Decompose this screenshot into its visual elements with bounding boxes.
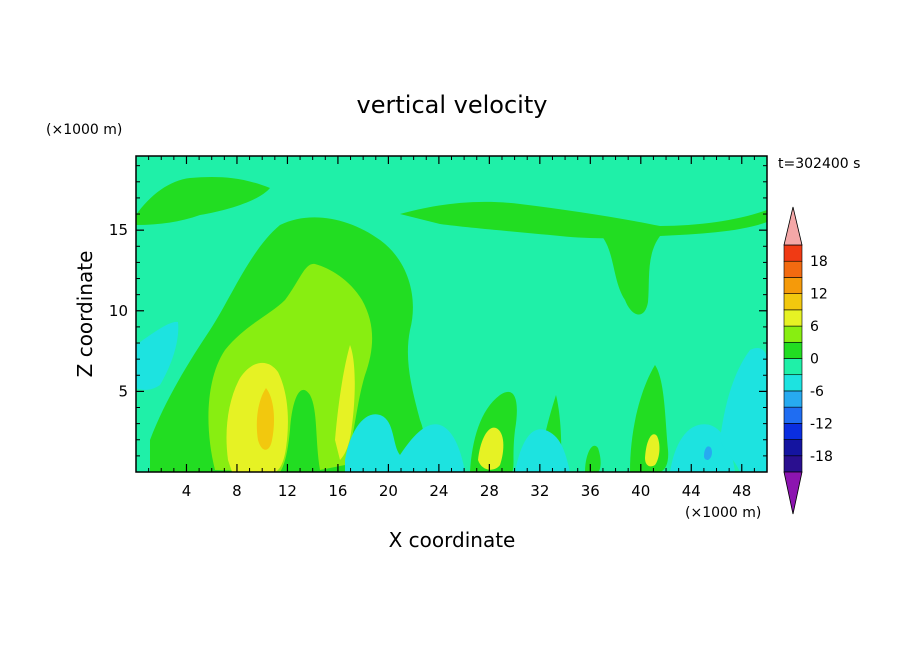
surface-cell-a <box>150 438 172 472</box>
y-axis-ticks: 5 10 15 <box>109 165 767 457</box>
x-tick-label: 24 <box>429 482 448 500</box>
upper-cloud-layer-mid <box>400 201 767 239</box>
x-tick-label: 8 <box>232 482 242 500</box>
colorbar-tick-label: -18 <box>810 449 833 465</box>
y-unit-label: (×1000 m) <box>46 122 122 138</box>
colorbar-segment <box>783 390 803 408</box>
y-tick-label: 15 <box>109 221 128 239</box>
downdraft-left <box>136 321 179 390</box>
colorbar-tick-label: 12 <box>810 287 828 303</box>
colorbar-tick-label: -6 <box>810 384 824 400</box>
x-tick-label: 16 <box>328 482 347 500</box>
colorbar-segment <box>783 244 803 262</box>
colorbar-segment <box>783 358 803 376</box>
colorbar-segment <box>783 325 803 343</box>
x-tick-label: 32 <box>530 482 549 500</box>
colorbar-segment <box>783 374 803 392</box>
upper-cloud-layer-left <box>136 177 270 225</box>
plot-area <box>136 156 767 472</box>
x-axis-label: X coordinate <box>389 528 516 552</box>
x-tick-label: 28 <box>480 482 499 500</box>
x-tick-label: 48 <box>732 482 751 500</box>
updraft-strand <box>335 345 355 460</box>
anvil-drip <box>600 234 660 315</box>
colorbar-segment <box>783 439 803 457</box>
x-axis-ticks: 4 8 12 16 20 24 28 32 36 40 44 48 <box>148 156 755 500</box>
colorbar-segment <box>783 277 803 294</box>
colorbar-segment <box>783 406 803 424</box>
y-axis-label: Z coordinate <box>73 251 97 378</box>
updraft-core-peak <box>256 388 274 450</box>
colorbar-tick-label: -12 <box>810 416 833 432</box>
downdraft-44km-core <box>704 446 712 460</box>
colorbar-segment <box>783 423 803 440</box>
colorbar-over-arrow <box>783 206 803 246</box>
downdraft-44km <box>670 424 735 472</box>
colorbar-segment <box>783 309 803 327</box>
x-tick-label: 12 <box>278 482 297 500</box>
colorbar-segment <box>783 260 803 278</box>
downdraft-33km <box>515 429 570 472</box>
downdraft-right <box>720 348 767 472</box>
x-unit-label: (×1000 m) <box>685 505 761 521</box>
chart-title: vertical velocity <box>357 91 548 119</box>
y-tick-label: 5 <box>118 382 128 400</box>
colorbar-tick-label: 18 <box>810 254 828 270</box>
x-tick-label: 4 <box>182 482 192 500</box>
x-tick-label: 20 <box>379 482 398 500</box>
colorbar-tick-label: 6 <box>810 319 819 335</box>
colorbar-tick-label: 0 <box>810 352 819 368</box>
colorbar: 18 12 6 0 -6 -12 -18 <box>783 206 833 515</box>
time-label: t=302400 s <box>778 156 860 172</box>
x-tick-label: 40 <box>631 482 650 500</box>
colorbar-segment <box>783 455 803 473</box>
surface-cell-e <box>585 445 601 472</box>
y-tick-label: 10 <box>109 302 128 320</box>
colorbar-segment <box>783 341 803 359</box>
downdraft-24km <box>345 414 465 472</box>
colorbar-under-arrow <box>783 471 803 515</box>
colorbar-segment <box>783 293 803 311</box>
x-tick-label: 36 <box>581 482 600 500</box>
x-tick-label: 44 <box>682 482 701 500</box>
updraft-28km-core <box>478 427 504 470</box>
updraft-40km-core <box>645 434 660 467</box>
